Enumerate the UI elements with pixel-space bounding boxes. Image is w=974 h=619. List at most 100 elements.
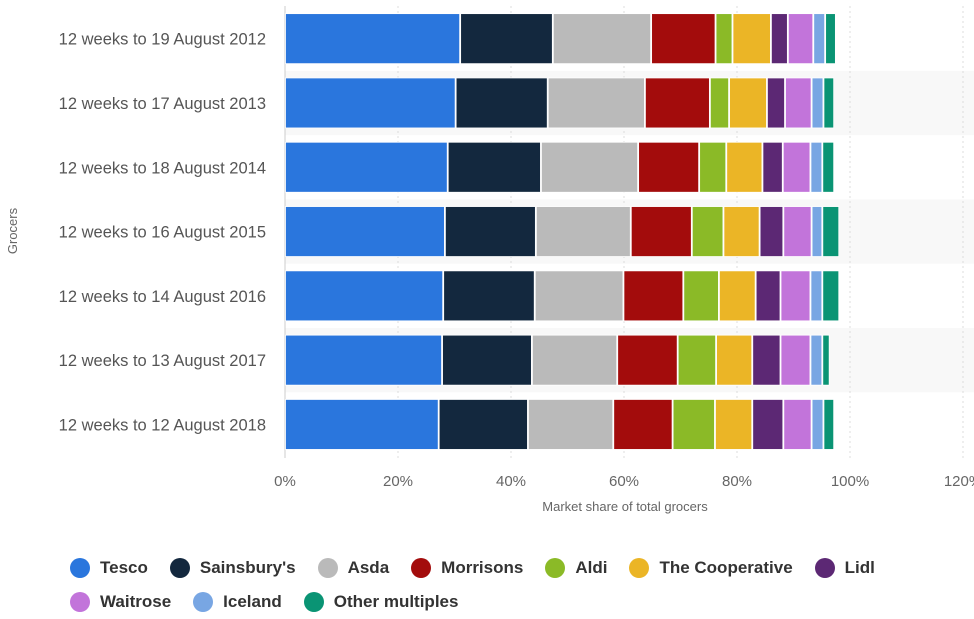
bar-segment-other-multiples[interactable] [825,13,836,65]
bar-segment-the-cooperative[interactable] [729,77,767,129]
legend-dot-icon [317,558,338,578]
legend-item[interactable]: Asda [317,551,390,585]
x-tick-label: 40% [496,473,526,490]
bar-segment-tesco[interactable] [285,334,442,386]
bar-segment-other-multiples[interactable] [822,270,840,322]
bar-segment-waitrose[interactable] [780,334,811,386]
bar-segment-waitrose[interactable] [787,13,814,65]
bar-segment-morrisons[interactable] [638,141,700,193]
bar-segment-morrisons[interactable] [645,77,710,129]
y-tick-label: 12 weeks to 16 August 2015 [59,224,266,242]
bar-segment-lidl[interactable] [752,399,784,450]
bar-segment-morrisons[interactable] [630,206,692,257]
bar-segment-aldi[interactable] [715,13,733,65]
bar-segment-asda[interactable] [534,270,624,322]
bar-segment-iceland[interactable] [811,399,824,450]
bar-segment-waitrose[interactable] [783,206,812,257]
bar-segment-aldi[interactable] [677,334,716,386]
legend-dot-icon [303,592,324,612]
bar-segment-other-multiples[interactable] [822,141,835,193]
bar-segment-iceland[interactable] [813,13,826,65]
legend-item[interactable]: Waitrose [70,585,171,619]
bar-segment-lidl[interactable] [755,270,781,322]
bar-segment-sainsbury-s[interactable] [455,77,548,129]
bar-segment-waitrose[interactable] [782,141,811,193]
legend-label: The Cooperative [659,558,793,577]
legend-label: Sainsbury's [199,558,296,577]
legend-label: Asda [347,558,390,577]
bar-segment-sainsbury-s[interactable] [438,399,528,450]
bar-segment-morrisons[interactable] [617,334,678,386]
x-tick-label: 0% [274,473,296,490]
bar-segment-other-multiples[interactable] [823,399,835,450]
bar-segment-tesco[interactable] [285,13,461,65]
bar-segment-lidl[interactable] [762,141,783,193]
y-tick-label: 12 weeks to 17 August 2013 [59,95,266,113]
bar-segment-the-cooperative[interactable] [716,334,753,386]
bar-segment-tesco[interactable] [285,206,445,257]
legend-item[interactable]: Morrisons [411,551,523,585]
bar-segment-other-multiples[interactable] [823,77,835,129]
bar-segment-morrisons[interactable] [613,399,673,450]
bar-segment-iceland[interactable] [810,141,823,193]
bar-segment-asda[interactable] [552,13,652,65]
bar-segment-sainsbury-s[interactable] [460,13,553,65]
bar-segment-iceland[interactable] [811,206,823,257]
y-axis-title: Grocers [5,207,20,254]
bar-segment-the-cooperative[interactable] [726,141,763,193]
bar-segment-morrisons[interactable] [623,270,684,322]
x-axis-title: Market share of total grocers [542,499,708,514]
legend-item[interactable]: Sainsbury's [169,551,296,585]
bar-segment-asda[interactable] [532,334,618,386]
bar-segment-tesco[interactable] [285,141,448,193]
bar-segment-iceland[interactable] [810,270,823,322]
bar-segment-tesco[interactable] [285,77,456,129]
legend-item[interactable]: The Cooperative [629,551,793,585]
bar-segment-other-multiples[interactable] [822,206,840,257]
legend-item[interactable]: Aldi [545,551,607,585]
bar-segment-other-multiples[interactable] [822,334,830,386]
legend-label: Lidl [844,558,875,577]
bar-segment-asda[interactable] [547,77,645,129]
bar-segment-aldi[interactable] [672,399,715,450]
bar-segment-morrisons[interactable] [651,13,716,65]
bar-segment-sainsbury-s[interactable] [442,334,532,386]
bar-segment-the-cooperative[interactable] [719,270,756,322]
legend-item[interactable]: Tesco [70,551,148,585]
legend-label: Other multiples [333,592,459,611]
bar-segment-the-cooperative[interactable] [732,13,771,65]
legend-dot-icon [193,592,214,612]
bar-segment-sainsbury-s[interactable] [443,270,535,322]
bar-segment-asda[interactable] [528,399,614,450]
bar-segment-sainsbury-s[interactable] [447,141,541,193]
bar-segment-the-cooperative[interactable] [715,399,753,450]
bar-segment-sainsbury-s[interactable] [444,206,536,257]
bar-segment-tesco[interactable] [285,399,439,450]
bar-segment-iceland[interactable] [811,77,824,129]
legend-item[interactable]: Iceland [193,585,282,619]
bar-segment-tesco[interactable] [285,270,444,322]
y-tick-label: 12 weeks to 14 August 2016 [59,288,266,306]
bar-segment-the-cooperative[interactable] [723,206,760,257]
bar-segment-waitrose[interactable] [783,399,812,450]
legend-item[interactable]: Lidl [814,551,875,585]
bar-segment-lidl[interactable] [771,13,788,65]
bar-segment-lidl[interactable] [759,206,784,257]
bar-segment-aldi[interactable] [691,206,724,257]
legend-dot-icon [545,558,566,578]
bar-segment-aldi[interactable] [709,77,729,129]
bar-segment-lidl[interactable] [752,334,781,386]
bar-segment-asda[interactable] [541,141,639,193]
x-tick-label: 60% [609,473,639,490]
bar-segment-aldi[interactable] [699,141,727,193]
bar-segment-asda[interactable] [535,206,631,257]
bar-segment-waitrose[interactable] [780,270,811,322]
legend-label: Morrisons [441,558,524,577]
legend-label: Aldi [575,558,608,577]
legend-dot-icon [814,558,835,578]
bar-segment-aldi[interactable] [683,270,719,322]
bar-segment-lidl[interactable] [767,77,785,129]
bar-segment-iceland[interactable] [810,334,823,386]
legend-item[interactable]: Other multiples [303,585,459,619]
bar-segment-waitrose[interactable] [785,77,812,129]
